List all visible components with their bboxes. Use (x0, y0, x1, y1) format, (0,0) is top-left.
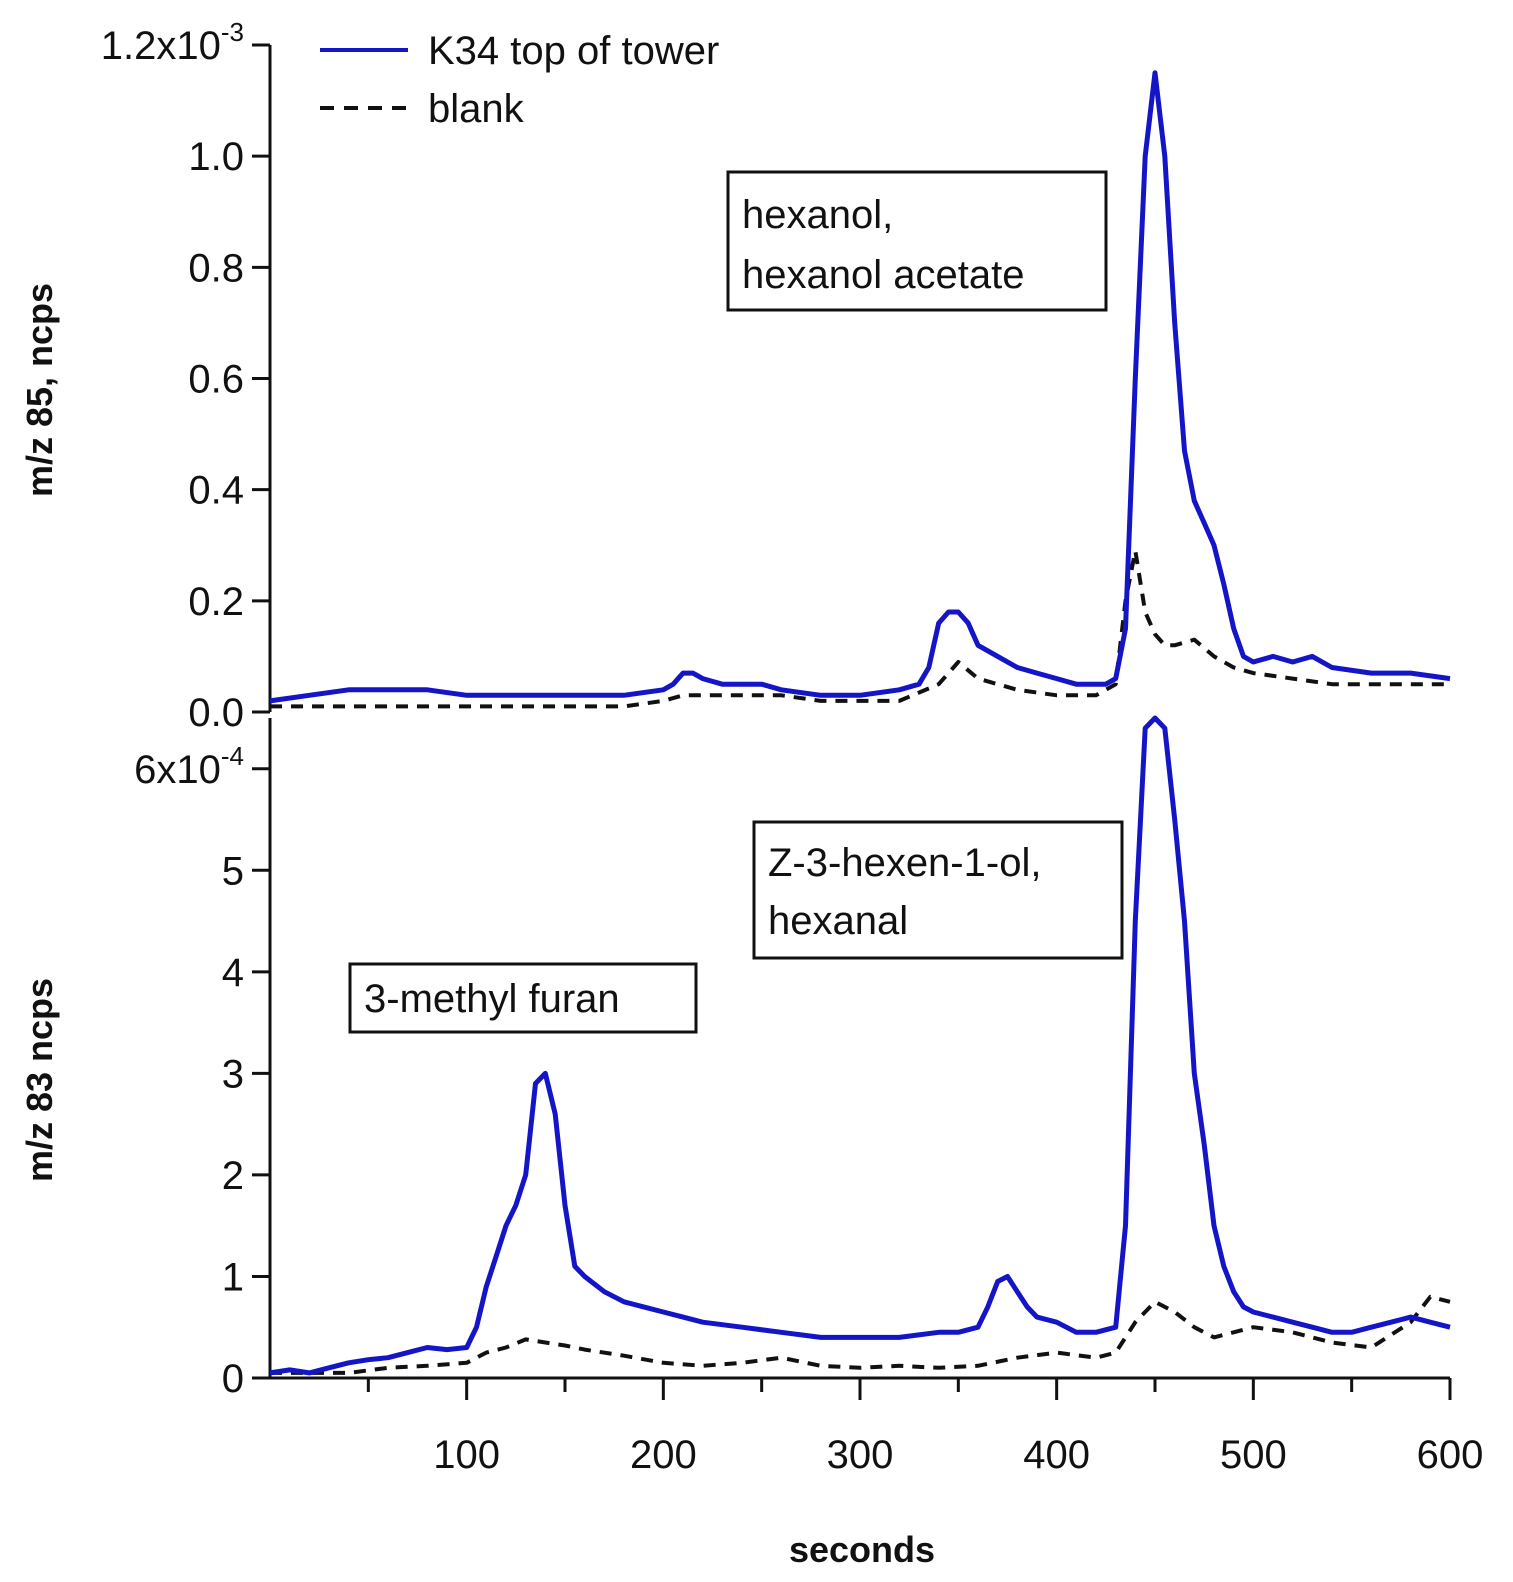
y-tick-label-bottom: 2 (222, 1154, 244, 1198)
y-tick-label-bottom: 4 (222, 951, 244, 995)
y-tick-label-top: 0.8 (188, 246, 244, 290)
x-tick-label: 100 (433, 1433, 500, 1477)
y-tick-label-top: 1.0 (188, 135, 244, 179)
annotation-methyl-furan-text: 3-methyl furan (364, 977, 620, 1021)
legend-blank-label: blank (428, 87, 525, 131)
bottom-y-axis-title: m/z 83 ncps (19, 978, 60, 1182)
y-tick-label-bottom: 6x10-4 (134, 741, 244, 792)
sample-series-line-top (269, 70, 1451, 704)
y-tick-label-top: 0.6 (188, 358, 244, 402)
top-y-axis-title: m/z 85, ncps (19, 283, 60, 497)
y-tick-label-bottom: 0 (222, 1357, 244, 1401)
legend-sample-label: K34 top of tower (428, 29, 719, 73)
x-tick-label: 500 (1220, 1433, 1287, 1477)
y-tick-label-top: 0.4 (188, 469, 244, 513)
y-tick-label-top: 1.2x10-3 (101, 17, 244, 68)
top-panel: 0.0 0.2 0.4 0.6 0.8 1.0 1.2x10-3 (101, 17, 1451, 735)
x-tick-label: 300 (827, 1433, 894, 1477)
annotation-hexenol: Z-3-hexen-1-ol, hexanal (752, 820, 1124, 960)
y-tick-label-top: 0.2 (188, 580, 244, 624)
x-tick-label: 600 (1417, 1433, 1484, 1477)
y-tick-label-bottom: 1 (222, 1255, 244, 1299)
y-tick-label-bottom: 3 (222, 1052, 244, 1096)
annotation-methyl-furan: 3-methyl furan (348, 962, 698, 1034)
bottom-panel: 0 1 2 3 4 5 6x10-4 100 200 300 400 500 600 (134, 715, 1484, 1477)
sample-series-line-bottom (269, 715, 1451, 1376)
annotation-hexanol-line2: hexanol acetate (742, 253, 1024, 297)
x-tick-label: 200 (630, 1433, 697, 1477)
blank-series-line-top (270, 548, 1450, 709)
annotation-hexanol-line1: hexanol, (742, 193, 893, 237)
y-tick-label-bottom: 5 (222, 849, 244, 893)
blank-series-line-bottom (270, 1294, 1451, 1375)
annotation-hexanol: hexanol, hexanol acetate (726, 170, 1108, 312)
x-axis-title: seconds (789, 1529, 935, 1570)
legend: K34 top of tower blank (320, 29, 719, 131)
annotation-hexenol-line1: Z-3-hexen-1-ol, (768, 841, 1041, 885)
x-tick-label: 400 (1023, 1433, 1090, 1477)
y-tick-label-top: 0.0 (188, 691, 244, 735)
annotation-hexenol-line2: hexanal (768, 899, 908, 943)
